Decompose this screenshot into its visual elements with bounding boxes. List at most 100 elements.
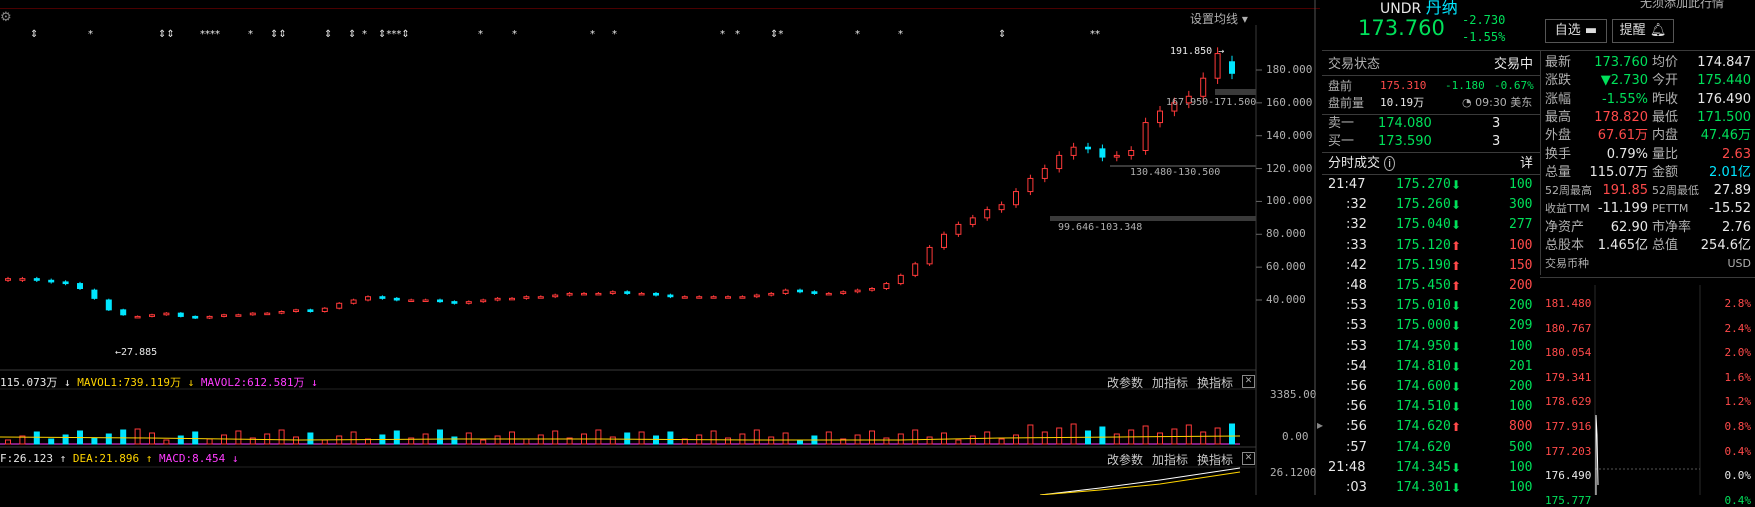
event-marker[interactable]: ⇕ [30, 29, 39, 40]
event-marker[interactable]: * [612, 29, 617, 40]
stat-value: 254.6亿 [1700, 238, 1751, 253]
stat-label: 总量 [1545, 164, 1572, 180]
tick-row[interactable]: :54 174.810 ⬇ 201 [1324, 357, 1532, 377]
event-marker[interactable]: ⇕ [324, 29, 333, 40]
candle-body [725, 296, 731, 299]
event-marker[interactable]: ⇕* [770, 29, 784, 40]
candle-body [1099, 148, 1106, 158]
arrow-up-icon: ⬆ [1451, 420, 1462, 435]
macd-add-indicator-button[interactable]: 加指标 [1152, 453, 1189, 467]
dea-value: DEA:21.896 [72, 452, 140, 465]
candle-body [552, 294, 559, 298]
intraday-price-label: 180.767 [1545, 321, 1592, 335]
tick-time: 21:48 [1328, 459, 1366, 475]
event-marker[interactable]: * [248, 29, 253, 40]
volume-bar [725, 437, 731, 445]
volume-bar [1200, 431, 1207, 445]
volume-bar [710, 430, 717, 445]
event-marker[interactable]: ⇕⇕ [270, 29, 287, 40]
volume-bar [638, 431, 645, 445]
candle-body [1013, 191, 1019, 206]
volume-bar [1027, 424, 1034, 445]
stat-label: 均价 [1652, 55, 1679, 70]
intraday-price-label: 177.916 [1545, 420, 1592, 433]
tick-row[interactable]: :32 175.260 ⬇ 300 [1324, 195, 1532, 215]
tick-time: :53 [1346, 338, 1367, 354]
vol-switch-indicator-button[interactable]: 换指标 [1197, 376, 1234, 390]
event-marker[interactable]: ⇕***⇕ [378, 29, 410, 40]
event-marker[interactable]: * [720, 29, 725, 40]
candle-body [91, 289, 98, 299]
volume-bar [825, 431, 832, 445]
macd-switch-indicator-button[interactable]: 换指标 [1197, 453, 1234, 467]
tick-row[interactable]: :48 175.450 ⬆ 200 [1324, 276, 1532, 296]
tick-row[interactable]: :56 174.600 ⬇ 200 [1324, 377, 1532, 397]
dif-line [1039, 467, 1241, 495]
event-marker[interactable]: * [898, 29, 903, 40]
candle-body [278, 311, 285, 314]
orderbook-price: 173.590 [1378, 134, 1432, 149]
tick-row[interactable]: :03 174.301 ⬇ 100 [1324, 478, 1532, 498]
event-marker[interactable]: ⇕ [348, 29, 357, 40]
candle-body [998, 204, 1005, 211]
macd-axis-top: 26.1200 [1270, 466, 1317, 479]
tick-row[interactable]: 21:48 174.345 ⬇ 100 [1324, 458, 1532, 478]
event-marker[interactable]: ⇕ [998, 29, 1007, 40]
tick-price: 174.301 [1396, 480, 1451, 495]
candle-body [696, 296, 703, 299]
event-marker[interactable]: * [88, 29, 93, 40]
tick-row[interactable]: :57 174.620 500 [1324, 438, 1532, 458]
tick-price: 174.950 [1396, 338, 1451, 354]
premarket-time: ◔ 09:30 美东 [1462, 96, 1533, 109]
intraday-price-label: 177.203 [1545, 444, 1592, 458]
macd-params-button[interactable]: 改参数 [1107, 453, 1144, 467]
volume-bar [293, 436, 299, 445]
event-marker[interactable]: * [590, 29, 595, 40]
candle-body [451, 301, 458, 304]
event-marker[interactable]: * [362, 29, 367, 40]
tick-row[interactable]: :56 174.620 ⬆ 800 [1324, 417, 1532, 437]
vol-add-indicator-button[interactable]: 加指标 [1152, 376, 1189, 390]
ticks-detail-button[interactable]: 详 [1520, 156, 1534, 171]
event-marker[interactable]: ** [1090, 29, 1100, 40]
tick-row[interactable]: :33 175.120 ⬆ 100 [1324, 236, 1532, 256]
candle-body [739, 296, 746, 299]
top-right-text[interactable]: 无须添加此行情 [1640, 0, 1725, 10]
event-marker[interactable]: ⇕⇕ [158, 29, 175, 40]
volume-bar [609, 436, 616, 445]
kline-chart[interactable] [0, 0, 1755, 495]
tick-row[interactable]: :53 175.000 ⬇ 209 [1324, 316, 1532, 336]
vol-params-button[interactable]: 改参数 [1107, 376, 1144, 390]
collapse-handle-icon[interactable]: ▸ [1317, 418, 1324, 432]
volume-bar [163, 439, 170, 445]
event-marker[interactable]: * [478, 29, 483, 40]
tick-row[interactable]: :56 174.510 ⬇ 100 [1324, 397, 1532, 417]
mavol2-value: MAVOL2:612.581万 [200, 376, 305, 389]
event-marker[interactable]: * [855, 29, 860, 40]
arrow-down-icon: ⬇ [1451, 299, 1462, 314]
stat-value: ▼2.730 [1600, 73, 1648, 89]
volume-bar [797, 439, 803, 445]
tick-row[interactable]: 21:47 175.270 ⬇ 100 [1324, 175, 1532, 195]
ma-settings-label: 设置均线 [1190, 12, 1239, 26]
tick-row[interactable]: :53 174.950 ⬇ 100 [1324, 337, 1532, 357]
volume-bar [365, 438, 371, 445]
event-markers: ⇕ * ⇕⇕ **** * ⇕⇕ ⇕ ⇕ * ⇕***⇕ * * * * * * ⇕* * * ⇕ ** [0, 29, 1256, 43]
event-marker[interactable]: * [512, 29, 517, 40]
ma-settings-button[interactable]: 设置均线 ▾ [1190, 10, 1248, 27]
candle-body [883, 283, 890, 290]
tick-row[interactable]: :53 175.010 ⬇ 200 [1324, 296, 1532, 316]
watchlist-button[interactable]: 自选 ▬ [1545, 19, 1607, 43]
arrow-up-icon: ⬆ [1451, 279, 1462, 293]
alert-button[interactable]: 提醒 🔔︎ [1612, 19, 1674, 43]
stat-label: 量比 [1652, 146, 1679, 162]
tick-row[interactable]: :42 175.190 ⬆ 150 [1324, 256, 1532, 276]
macd-close-icon[interactable]: ✕ [1242, 452, 1255, 465]
intraday-price-label: 178.629 [1545, 395, 1592, 409]
vol-close-icon[interactable]: ✕ [1242, 375, 1255, 388]
candle-body [120, 309, 127, 316]
tick-row[interactable]: :32 175.040 ⬇ 277 [1324, 215, 1532, 235]
settings-icon[interactable]: ⚙ [0, 10, 12, 25]
event-marker[interactable]: **** [200, 29, 220, 40]
event-marker[interactable]: * [735, 29, 740, 40]
